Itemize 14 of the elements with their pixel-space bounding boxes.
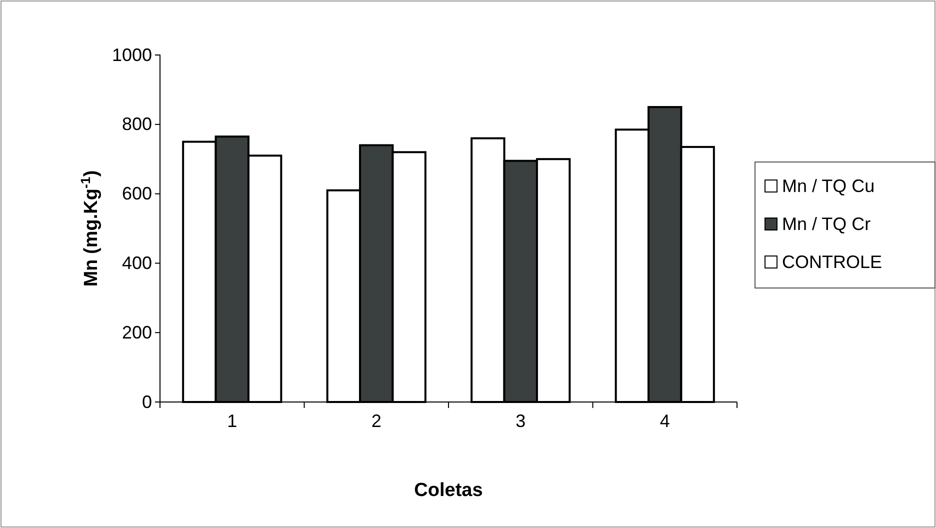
- y-tick-label: 400: [122, 252, 152, 273]
- y-tick-label: 0: [142, 392, 152, 412]
- x-tick-label: 3: [516, 410, 526, 431]
- legend-label: Mn / TQ Cr: [782, 214, 871, 234]
- legend-label: Mn / TQ Cu: [782, 176, 875, 196]
- x-tick-label: 4: [660, 410, 670, 431]
- x-tick-label: 1: [227, 410, 238, 431]
- x-axis-title: Coletas: [414, 480, 483, 501]
- y-tick-label: 600: [122, 184, 152, 204]
- y-tick-label: 200: [122, 322, 152, 342]
- x-tick-label: 2: [371, 410, 382, 431]
- y-tick-label: 1000: [112, 44, 152, 65]
- legend-label: CONTROLE: [782, 252, 882, 272]
- y-tick-label: 800: [122, 114, 152, 134]
